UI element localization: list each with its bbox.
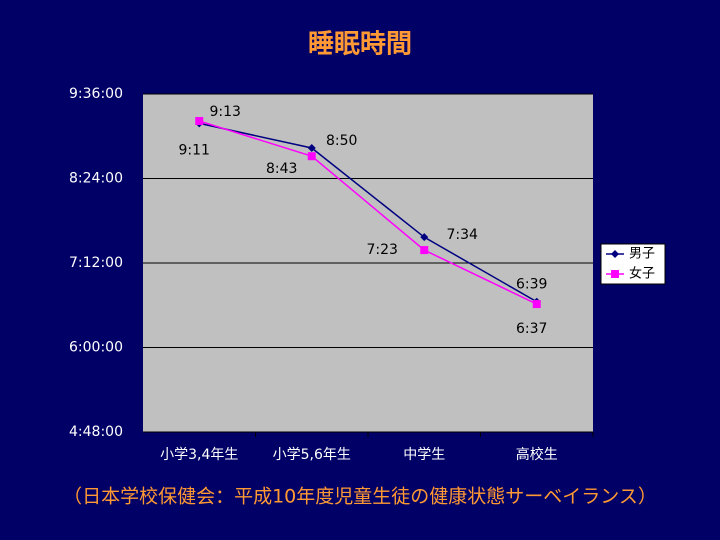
value-label: 6:37 <box>516 321 547 337</box>
marker <box>420 233 429 242</box>
chart-title: 睡眠時間 <box>308 30 412 60</box>
source-note: （日本学校保健会：平成10年度児童生徒の健康状態サーベイランス） <box>63 486 657 508</box>
y-tick-label: 9:36:00 <box>69 86 123 102</box>
legend-label: 男子 <box>629 247 655 262</box>
value-label: 9:13 <box>210 104 241 120</box>
series-line <box>199 120 538 305</box>
value-label: 6:39 <box>516 277 547 293</box>
y-tick-label: 6:00:00 <box>69 340 123 356</box>
legend-marker <box>611 270 619 278</box>
x-tick-label: 高校生 <box>516 446 558 463</box>
series-line <box>199 122 538 303</box>
value-label: 8:50 <box>326 133 357 149</box>
legend-label: 女子 <box>629 266 655 282</box>
legend-marker <box>611 250 619 258</box>
marker <box>307 152 316 161</box>
value-label: 8:43 <box>266 161 297 177</box>
x-tick-label: 小学5,6年生 <box>273 447 351 463</box>
y-tick-label: 7:12:00 <box>69 255 123 271</box>
y-tick-label: 8:24:00 <box>69 171 123 187</box>
x-tick-label: 中学生 <box>403 447 445 463</box>
marker <box>307 143 316 152</box>
marker <box>420 246 429 255</box>
x-tick-label: 小学3,4年生 <box>160 447 238 463</box>
value-label: 7:23 <box>367 242 398 258</box>
value-label: 7:34 <box>447 227 479 243</box>
marker <box>195 116 204 125</box>
y-tick-label: 4:48:00 <box>69 424 123 440</box>
marker <box>532 300 541 309</box>
value-label: 9:11 <box>179 142 210 158</box>
